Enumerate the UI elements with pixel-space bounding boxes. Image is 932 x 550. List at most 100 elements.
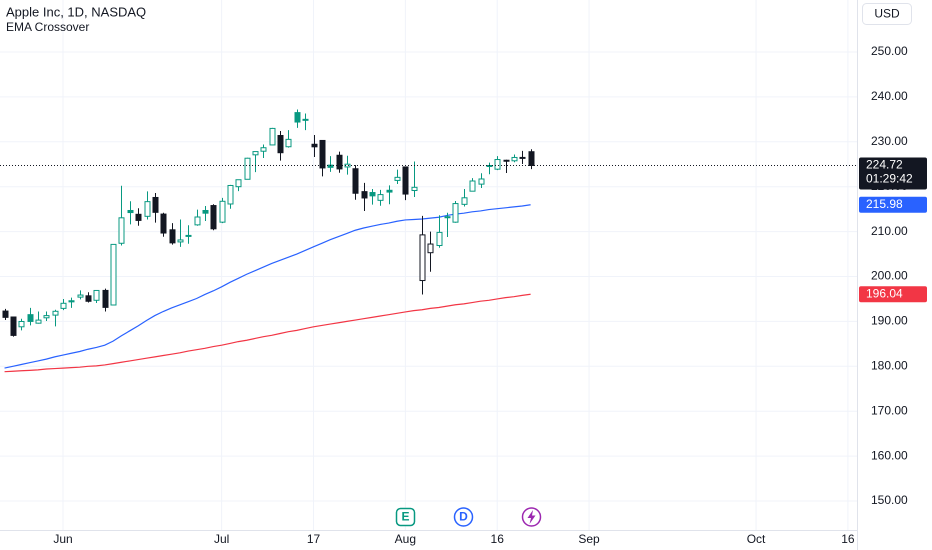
candle-body <box>110 243 117 306</box>
y-tick-label: 180.00 <box>871 358 908 372</box>
ema-price-tag <box>859 286 927 303</box>
earnings-event[interactable]: E <box>395 507 416 527</box>
last-price-tag <box>859 157 927 190</box>
candle-body <box>361 191 368 199</box>
currency-button[interactable] <box>862 3 912 25</box>
candle-body <box>85 295 92 302</box>
candle-body <box>519 156 526 159</box>
candle-body <box>227 184 234 205</box>
candle-body <box>10 316 17 336</box>
candle-body <box>277 135 284 154</box>
x-tick-label: 16 <box>491 532 505 546</box>
candle-body <box>511 156 518 162</box>
candle-body <box>394 176 401 181</box>
event-badge[interactable] <box>453 507 474 527</box>
y-tick-label: 160.00 <box>871 448 908 462</box>
y-tick-label: 250.00 <box>871 44 908 58</box>
candle-body <box>219 200 226 223</box>
ema-line <box>4 204 531 369</box>
candle-body <box>202 209 209 214</box>
candle-body <box>452 203 459 223</box>
candle-body <box>244 157 251 180</box>
candle-body <box>194 216 201 226</box>
candle-body <box>402 166 409 195</box>
event-label[interactable]: D <box>459 510 468 524</box>
event-label[interactable]: E <box>401 510 409 524</box>
candle-body <box>185 234 192 237</box>
last-price-label: 224.72 <box>866 158 903 172</box>
x-tick-label: Jun <box>53 532 72 546</box>
dividend-event[interactable]: D <box>453 507 474 527</box>
candle-body <box>269 127 276 146</box>
candle-body <box>352 168 359 194</box>
candle-body <box>93 289 100 301</box>
candle-body <box>386 189 393 193</box>
plot-area <box>0 109 857 373</box>
candle-body <box>302 118 309 121</box>
candle-body <box>210 205 217 230</box>
x-tick-label: 16 <box>841 532 855 546</box>
indicator-name: EMA Crossover <box>6 20 89 34</box>
axes: 150.00 160.00 170.00 180.00 190.00 200.00 210.… <box>53 44 927 546</box>
candle-body <box>503 159 510 162</box>
candle-body <box>169 229 176 244</box>
candle-body <box>2 310 9 318</box>
candle-body <box>35 319 42 324</box>
y-tick-label: 210.00 <box>871 224 908 238</box>
y-tick-label: 170.00 <box>871 403 908 417</box>
candle-body <box>135 213 142 221</box>
news-event[interactable] <box>521 507 542 527</box>
candle-body <box>294 112 301 123</box>
x-tick-label: Jul <box>214 532 229 546</box>
candle-body <box>377 194 384 201</box>
candle-body <box>319 139 326 169</box>
candle-body <box>68 300 75 303</box>
candle-body <box>60 302 67 309</box>
candle-body <box>160 213 167 234</box>
x-tick-label: Sep <box>578 532 600 546</box>
y-tick-label: 230.00 <box>871 134 908 148</box>
candle-body <box>18 320 25 328</box>
grid <box>0 0 857 530</box>
ema-price-label: 196.04 <box>866 286 903 300</box>
candle-body <box>235 179 242 188</box>
candle-body <box>369 192 376 197</box>
candle-body <box>469 180 476 192</box>
candle-body <box>52 310 59 316</box>
candle-body <box>427 243 434 254</box>
candle-body <box>444 216 451 219</box>
candle-body <box>118 217 125 244</box>
candle-body <box>127 209 134 214</box>
countdown-label: 01:29:42 <box>866 172 913 186</box>
candle-body <box>419 234 426 282</box>
y-tick-label: 150.00 <box>871 493 908 507</box>
ema-line <box>4 293 531 373</box>
candle-body <box>436 231 443 247</box>
candle-body <box>285 138 292 148</box>
event-badge[interactable] <box>395 507 416 527</box>
lightning-icon <box>527 510 536 524</box>
candle-body <box>152 196 159 213</box>
y-tick-label: 200.00 <box>871 269 908 283</box>
x-tick-label: Aug <box>395 532 416 546</box>
candle-body <box>77 294 84 298</box>
y-tick-label: 190.00 <box>871 314 908 328</box>
candle-body <box>528 151 535 167</box>
candle-body <box>102 289 109 308</box>
candle-body <box>494 159 501 170</box>
x-tick-label: Oct <box>747 532 766 546</box>
y-tick-label: 240.00 <box>871 89 908 103</box>
currency-label[interactable]: USD <box>874 7 900 21</box>
ema-price-label: 215.98 <box>866 197 903 211</box>
candle-body <box>27 314 34 322</box>
candle-body <box>43 315 50 319</box>
candle-body <box>411 186 418 192</box>
ema-price-tag <box>859 196 927 213</box>
candle-body <box>144 201 151 217</box>
candle-body <box>260 147 267 152</box>
candle-body <box>311 143 318 148</box>
candle-body <box>252 151 259 156</box>
candle-body <box>478 178 485 185</box>
candle-body <box>336 154 343 170</box>
